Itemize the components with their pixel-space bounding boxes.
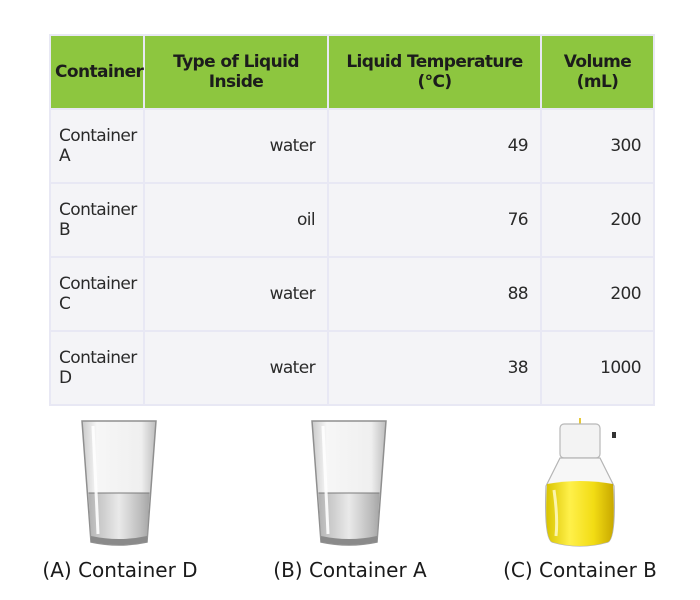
option-a[interactable]: (A) Container D	[20, 418, 220, 598]
cell-container: Container A	[49, 108, 145, 184]
cell-volume: 200	[540, 182, 655, 258]
option-label: (B) Container A	[273, 558, 427, 582]
cell-container: Container D	[49, 330, 145, 406]
header-volume: Volume (mL)	[540, 34, 655, 110]
header-row: Container Type of Liquid Inside Liquid T…	[49, 34, 655, 110]
header-container: Container	[49, 34, 145, 110]
cell-liquid: oil	[143, 182, 329, 258]
cell-volume: 300	[540, 108, 655, 184]
water-glass-icon	[309, 418, 389, 550]
option-c[interactable]: (C) Container B	[480, 418, 680, 598]
cell-volume: 1000	[540, 330, 655, 406]
option-label: (A) Container D	[42, 558, 198, 582]
table-row: Container D water 38 1000	[49, 330, 655, 406]
cell-liquid: water	[143, 330, 329, 406]
cell-volume: 200	[540, 256, 655, 332]
cell-liquid: water	[143, 108, 329, 184]
cell-temperature: 76	[327, 182, 542, 258]
option-label: (C) Container B	[503, 558, 657, 582]
table-row: Container B oil 76 200	[49, 182, 655, 258]
cell-container: Container C	[49, 256, 145, 332]
cell-temperature: 49	[327, 108, 542, 184]
oil-jar-icon	[540, 418, 620, 550]
data-table: Container Type of Liquid Inside Liquid T…	[49, 34, 655, 406]
option-b[interactable]: (B) Container A	[250, 418, 450, 598]
cell-temperature: 88	[327, 256, 542, 332]
header-temperature: Liquid Temperature (°C)	[327, 34, 542, 110]
cell-liquid: water	[143, 256, 329, 332]
table-row: Container C water 88 200	[49, 256, 655, 332]
cell-container: Container B	[49, 182, 145, 258]
table-row: Container A water 49 300	[49, 108, 655, 184]
cell-temperature: 38	[327, 330, 542, 406]
header-liquid-type: Type of Liquid Inside	[143, 34, 329, 110]
water-glass-icon	[79, 418, 159, 550]
